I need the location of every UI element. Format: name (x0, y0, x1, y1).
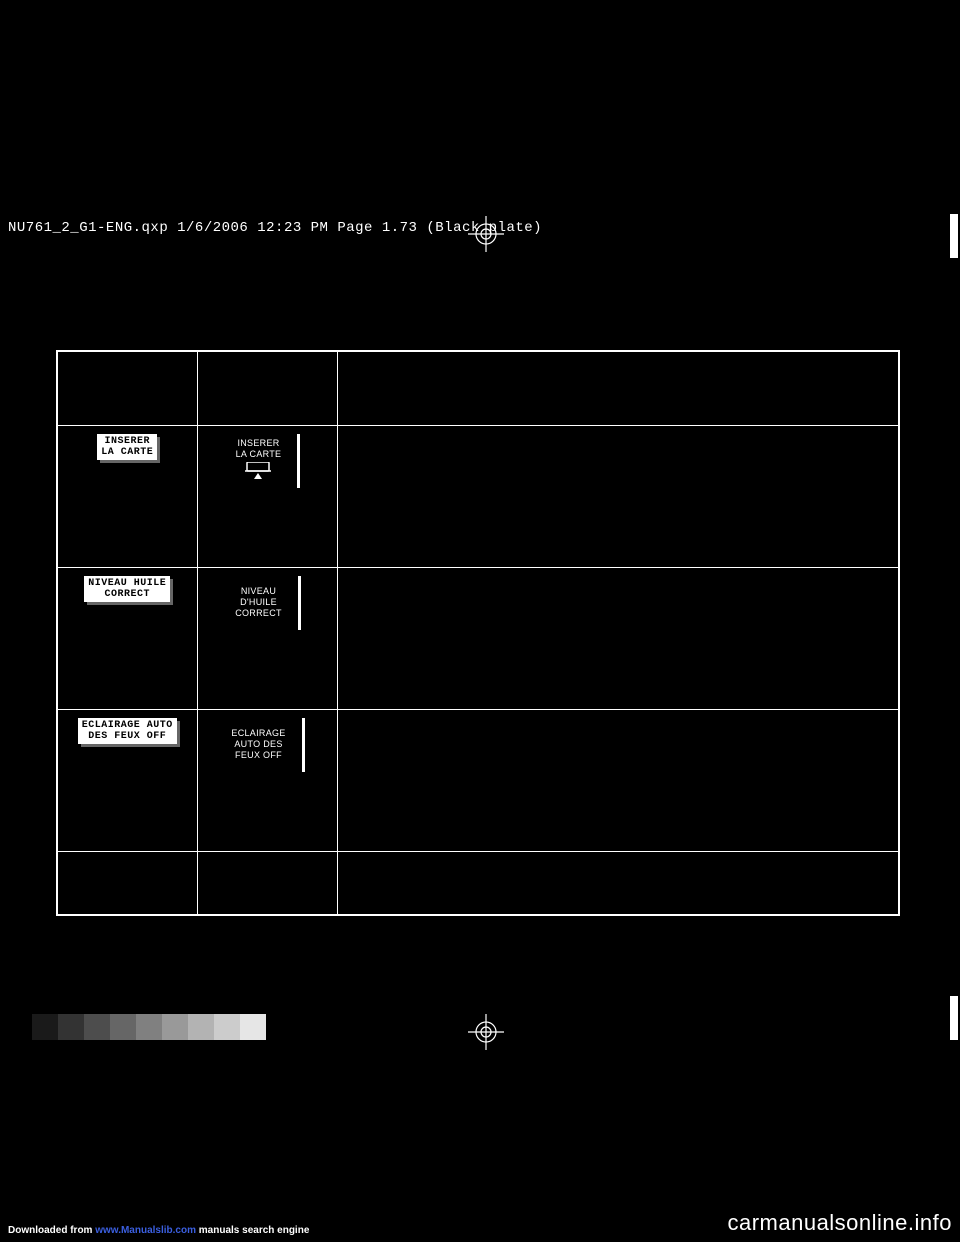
lcd-display-b: ECLAIRAGE AUTO DES FEUX OFF (229, 726, 287, 762)
greyscale-swatch (6, 1014, 32, 1040)
greyscale-swatch (188, 1014, 214, 1040)
table-header-row (57, 351, 899, 425)
prepress-header: NU761_2_G1-ENG.qxp 1/6/2006 12:23 PM Pag… (8, 220, 542, 236)
cell-lcd-b: NIVEAU D'HUILE CORRECT (197, 567, 337, 709)
registration-mark-bottom (468, 1014, 504, 1050)
lcd-line: LA CARTE (236, 449, 282, 459)
greyscale-swatch (162, 1014, 188, 1040)
lcd-display-b: NIVEAU D'HUILE CORRECT (233, 584, 284, 620)
greyscale-swatch (84, 1014, 110, 1040)
lcd-display-a: INSERER LA CARTE (97, 434, 157, 460)
lcd-display-b: INSERER LA CARTE (234, 436, 284, 484)
table-row: NIVEAU HUILE CORRECT NIVEAU D'HUILE CORR… (57, 567, 899, 709)
table-row: INSERER LA CARTE INSERER LA CARTE (57, 425, 899, 567)
greyscale-swatch (32, 1014, 58, 1040)
footer-cell (57, 851, 197, 915)
lcd-line: INSERER (104, 436, 150, 447)
header-col-b (197, 351, 337, 425)
lcd-line: ECLAIRAGE (231, 728, 285, 738)
footer-prefix: Downloaded from (8, 1225, 95, 1236)
lcd-line: AUTO DES (234, 739, 282, 749)
lcd-line: NIVEAU (241, 586, 276, 596)
footer-cell (197, 851, 337, 915)
cell-lcd-b: ECLAIRAGE AUTO DES FEUX OFF (197, 709, 337, 851)
cell-description (337, 709, 899, 851)
lcd-line: CORRECT (235, 608, 282, 618)
greyscale-swatch (110, 1014, 136, 1040)
card-insert-icon (244, 462, 272, 480)
greyscale-swatch (136, 1014, 162, 1040)
lcd-line: ECLAIRAGE AUTO (82, 720, 173, 731)
greyscale-swatch (214, 1014, 240, 1040)
crop-mark-bottom-right (950, 996, 958, 1040)
cell-lcd-b: INSERER LA CARTE (197, 425, 337, 567)
message-table: INSERER LA CARTE INSERER LA CARTE (56, 350, 900, 916)
crop-mark-top-right (950, 214, 958, 258)
lcd-display-a: ECLAIRAGE AUTO DES FEUX OFF (78, 718, 177, 744)
lcd-line: LA CARTE (101, 447, 153, 458)
cell-lcd-a: INSERER LA CARTE (57, 425, 197, 567)
greyscale-swatch (240, 1014, 266, 1040)
display-bar (298, 576, 301, 630)
table-footer-row (57, 851, 899, 915)
lcd-line: NIVEAU HUILE (88, 578, 166, 589)
greyscale-swatch (58, 1014, 84, 1040)
lcd-line: CORRECT (104, 589, 150, 600)
cell-description (337, 567, 899, 709)
header-col-c (337, 351, 899, 425)
lcd-line: DES FEUX OFF (88, 731, 166, 742)
cell-description (337, 425, 899, 567)
registration-mark-top (468, 216, 504, 252)
footer-cell (337, 851, 899, 915)
watermark: carmanualsonline.info (727, 1210, 952, 1236)
lcd-line: INSERER (237, 438, 279, 448)
greyscale-calibration-bar (6, 1014, 266, 1040)
lcd-line: D'HUILE (240, 597, 277, 607)
lcd-line: FEUX OFF (235, 750, 282, 760)
cell-lcd-a: ECLAIRAGE AUTO DES FEUX OFF (57, 709, 197, 851)
display-bar (302, 718, 305, 772)
display-bar (297, 434, 300, 488)
footer-link[interactable]: www.Manualslib.com (95, 1225, 196, 1236)
lcd-display-a: NIVEAU HUILE CORRECT (84, 576, 170, 602)
footer-suffix: manuals search engine (196, 1225, 309, 1236)
cell-lcd-a: NIVEAU HUILE CORRECT (57, 567, 197, 709)
download-footer: Downloaded from www.Manualslib.com manua… (8, 1225, 309, 1236)
table-row: ECLAIRAGE AUTO DES FEUX OFF ECLAIRAGE AU… (57, 709, 899, 851)
header-col-a (57, 351, 197, 425)
